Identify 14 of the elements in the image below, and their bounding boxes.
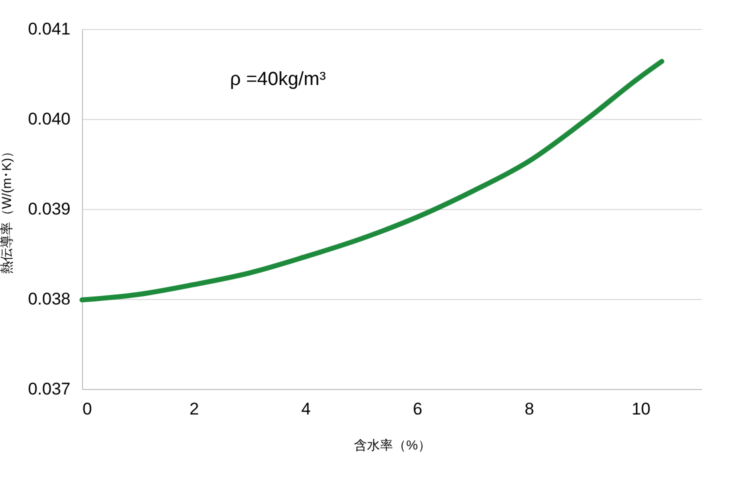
y-tick-label: 0.041 (28, 20, 70, 38)
y-tick-label: 0.039 (28, 200, 70, 218)
x-tick-label: 8 (524, 400, 534, 418)
y-tick-label: 0.040 (28, 110, 70, 128)
annotation: ρ =40kg/m³ (230, 69, 326, 90)
x-axis-title: 含水率（%） (354, 438, 431, 452)
x-tick-label: 0 (82, 400, 92, 418)
y-axis-title: 熱伝導率（W/(m･K)） (0, 144, 14, 274)
x-tick-label: 4 (301, 400, 311, 418)
x-tick-label: 6 (412, 400, 422, 418)
x-tick-label: 2 (189, 400, 199, 418)
y-tick-label: 0.037 (28, 380, 70, 398)
x-tick-label: 10 (632, 400, 651, 418)
y-tick-label: 0.038 (28, 290, 70, 308)
